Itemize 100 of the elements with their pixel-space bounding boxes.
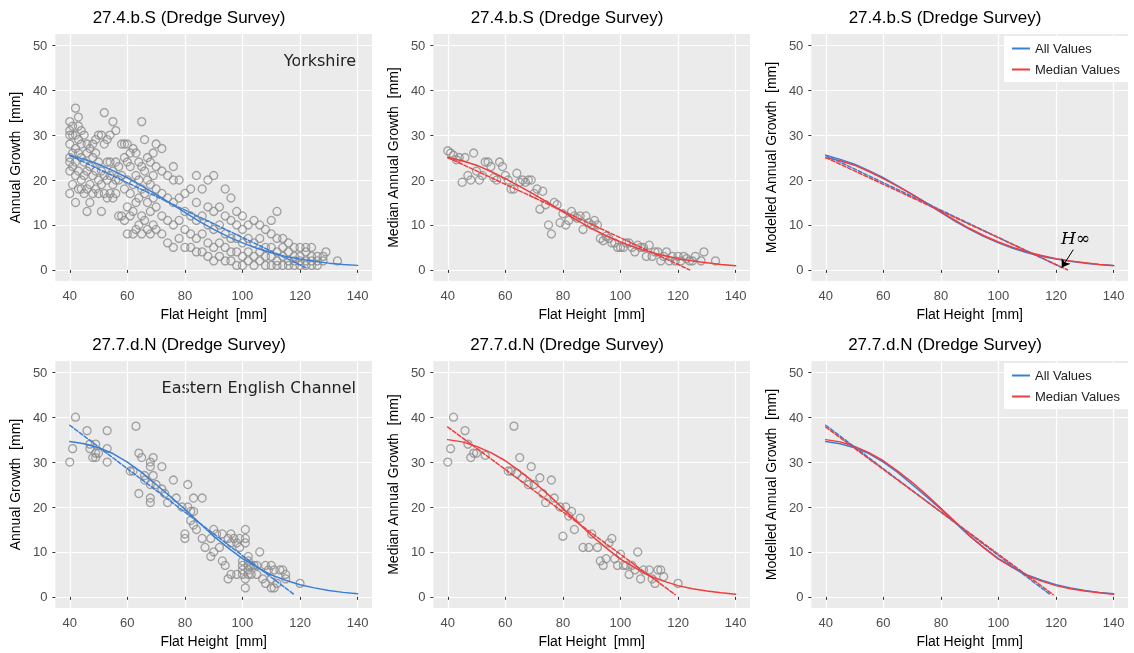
x-tick-label: 120 (667, 288, 689, 304)
y-tick-label: 0 (796, 588, 804, 604)
y-tick-label: 20 (410, 499, 426, 515)
point (566, 506, 577, 516)
point (598, 560, 608, 570)
x-tick-label: 60 (120, 288, 135, 304)
x-tick-label: 100 (987, 614, 1010, 630)
point (526, 461, 536, 471)
point (635, 573, 646, 584)
y-tick-label: 30 (788, 454, 804, 470)
chart-title: 27.7.d.N (Dredge Survey) (848, 334, 1042, 354)
y-tick-label: 0 (418, 588, 426, 604)
y-tick-label: 40 (410, 409, 426, 425)
y-axis-title: Annual Growth [mm] (7, 418, 23, 550)
point (578, 542, 588, 552)
point (517, 472, 528, 482)
x-tick-label: 60 (120, 614, 135, 630)
point (633, 546, 643, 557)
y-axis-title: Modelled Annual Growth [mm] (763, 61, 779, 254)
annotation: Eastern English Channel (161, 377, 356, 396)
y-tick-label: 40 (788, 82, 804, 98)
y-tick-label: 10 (788, 543, 804, 559)
point (615, 549, 626, 559)
x-tick-label: 80 (555, 288, 571, 304)
y-tick-label: 50 (788, 37, 804, 53)
point (659, 571, 669, 581)
point (555, 501, 565, 512)
x-tick-label: 80 (933, 614, 949, 630)
y-axis-title: Annual Growth [mm] (7, 91, 23, 224)
point (535, 472, 545, 482)
chart-title: 27.4.b.S (Dredge Survey) (848, 8, 1042, 27)
annotation: H∞ (1059, 227, 1090, 248)
point (463, 438, 473, 449)
x-tick-label: 60 (876, 288, 891, 304)
x-tick-label: 80 (933, 288, 949, 304)
point (549, 492, 559, 503)
y-tick-label: 10 (410, 543, 426, 559)
y-tick-label: 50 (32, 37, 48, 53)
x-axis-title: Flat Height [mm] (538, 632, 645, 649)
x-tick-label: 60 (876, 614, 891, 630)
x-tick-label: 140 (346, 288, 369, 304)
point (607, 533, 617, 543)
point (592, 542, 603, 552)
point (561, 501, 571, 512)
chart-title: 27.7.d.N (Dredge Survey) (92, 334, 286, 354)
y-tick-label: 30 (410, 127, 426, 143)
x-tick-label: 80 (177, 614, 193, 630)
x-tick-label: 80 (555, 614, 571, 630)
x-tick-label: 60 (498, 288, 513, 304)
point (523, 479, 533, 489)
point (540, 497, 551, 507)
y-tick-label: 20 (32, 499, 48, 515)
legend-label: All Values (1034, 367, 1093, 383)
x-tick-label: 140 (1102, 288, 1125, 304)
y-tick-label: 30 (32, 127, 48, 143)
y-tick-label: 30 (410, 454, 426, 470)
annotation: Yorkshire (282, 50, 357, 70)
y-axis-title: Modelled Annual Growth [mm] (763, 388, 779, 580)
y-tick-label: 0 (40, 262, 48, 278)
x-tick-label: 140 (724, 288, 747, 304)
x-axis-title: Flat Height [mm] (160, 306, 267, 322)
x-tick-label: 40 (62, 614, 77, 630)
point (460, 425, 470, 435)
x-tick-label: 100 (987, 288, 1010, 304)
point (627, 560, 637, 570)
x-axis-title: Flat Height [mm] (916, 306, 1023, 322)
point (569, 524, 580, 534)
x-tick-label: 140 (724, 614, 747, 630)
x-tick-label: 100 (231, 288, 254, 304)
point (445, 443, 456, 453)
y-tick-label: 10 (32, 217, 48, 233)
x-tick-label: 40 (818, 614, 833, 630)
point (612, 560, 623, 570)
x-tick-label: 40 (818, 288, 833, 304)
point (673, 578, 683, 588)
point (644, 564, 654, 575)
point (610, 553, 620, 563)
point (638, 564, 649, 575)
y-tick-label: 40 (788, 409, 804, 425)
y-tick-label: 20 (788, 172, 804, 188)
point (538, 488, 548, 498)
y-tick-label: 50 (788, 364, 804, 380)
x-axis-title: Flat Height [mm] (538, 306, 645, 322)
y-tick-label: 20 (788, 499, 804, 515)
chart-title: 27.4.b.S (Dredge Survey) (470, 8, 664, 27)
x-tick-label: 60 (498, 614, 513, 630)
point (466, 452, 476, 462)
y-tick-label: 20 (410, 172, 426, 188)
point (650, 578, 660, 588)
x-tick-label: 40 (62, 288, 77, 304)
x-axis-title: Flat Height [mm] (916, 632, 1023, 649)
y-tick-label: 40 (32, 82, 48, 98)
legend-label: All Values (1034, 41, 1093, 56)
point (512, 468, 522, 478)
y-axis-title: Median Annual Growth [mm] (385, 67, 401, 248)
x-tick-label: 100 (231, 614, 254, 630)
y-axis-title: Median Annual Growth [mm] (385, 393, 401, 575)
y-tick-label: 0 (418, 262, 426, 278)
legend-label: Median Values (1034, 62, 1121, 77)
x-tick-label: 40 (440, 288, 455, 304)
